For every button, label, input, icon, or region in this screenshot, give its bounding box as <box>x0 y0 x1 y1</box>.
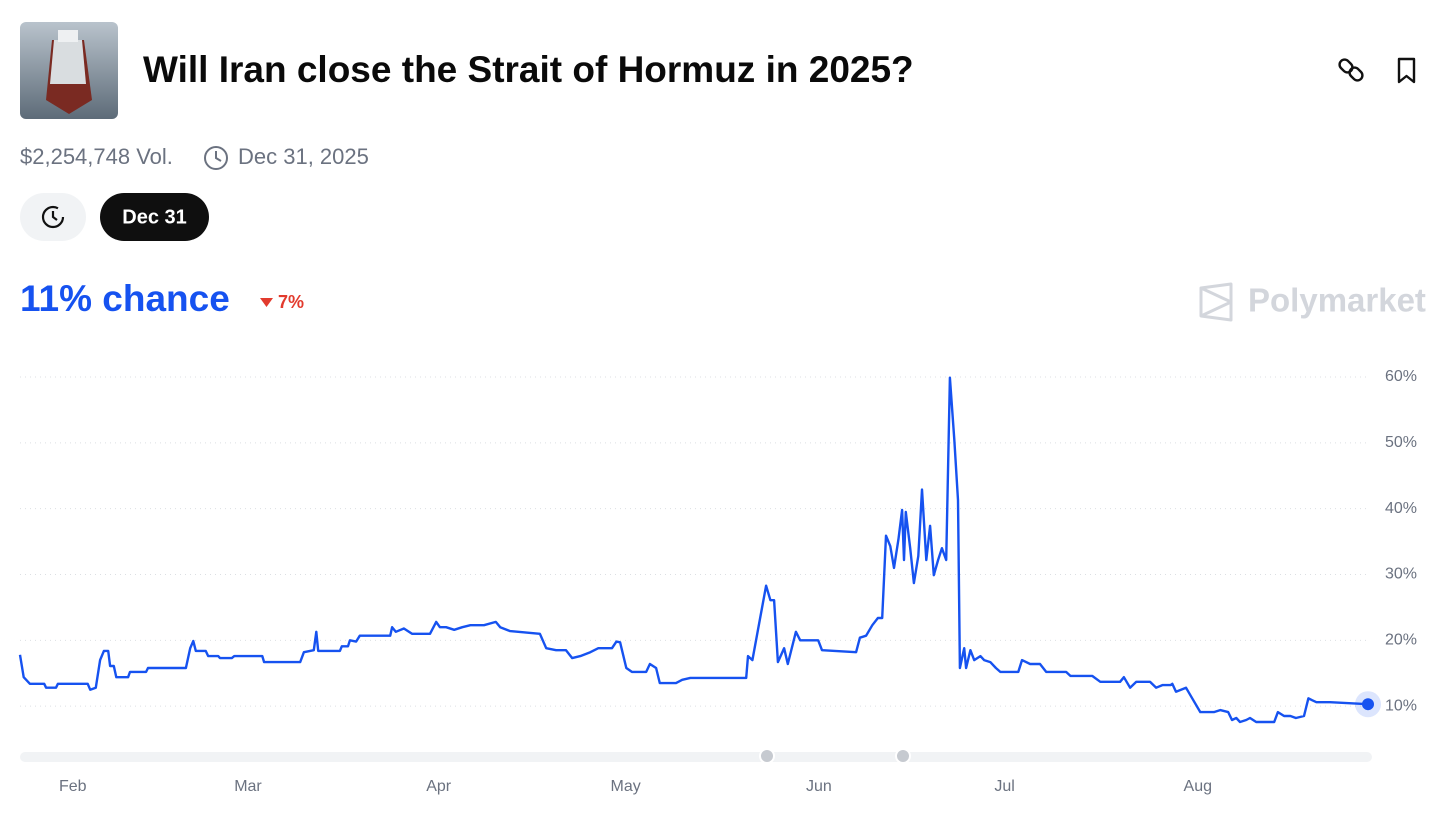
change: 7% <box>278 292 304 312</box>
x-tick-label: May <box>611 778 641 795</box>
bookmark-icon[interactable] <box>1397 57 1416 84</box>
chart: 10% 20% 30% 40% 50% 60% Feb Mar Apr May Jun Jul Aug <box>18 368 1417 795</box>
end-date: Dec 31, 2025 <box>238 144 369 169</box>
y-tick-label: 10% <box>1385 697 1417 714</box>
thumbnail <box>20 22 118 119</box>
y-tick-label: 30% <box>1385 566 1417 583</box>
x-tick-label: Feb <box>59 778 87 795</box>
x-tick-label: Jul <box>994 778 1014 795</box>
volume: $2,254,748 Vol. <box>20 144 173 169</box>
x-tick-label: Jun <box>806 778 832 795</box>
change-arrow <box>260 298 273 307</box>
y-tick-label: 20% <box>1385 632 1417 649</box>
x-tick-label: Apr <box>426 778 452 795</box>
brand: Polymarket <box>1248 282 1426 319</box>
date-button[interactable]: Dec 31 <box>100 193 209 241</box>
price-line <box>18 376 1369 724</box>
range-scrollbar[interactable] <box>20 748 1372 764</box>
date-button-label[interactable]: Dec 31 <box>122 206 187 228</box>
history-button[interactable] <box>20 193 86 241</box>
y-tick-label: 50% <box>1385 434 1417 451</box>
share-link-icon[interactable] <box>1338 58 1365 83</box>
brand-logo <box>1199 282 1233 322</box>
y-tick-label: 40% <box>1385 500 1417 517</box>
x-tick-label: Mar <box>234 778 262 795</box>
last-point <box>1362 698 1374 711</box>
market-title: Will Iran close the Strait of Hormuz in … <box>143 49 914 90</box>
y-tick-label: 60% <box>1385 368 1417 385</box>
x-tick-label: Aug <box>1184 778 1212 795</box>
chance: 11% chance <box>20 278 230 319</box>
clock-icon <box>204 146 228 170</box>
